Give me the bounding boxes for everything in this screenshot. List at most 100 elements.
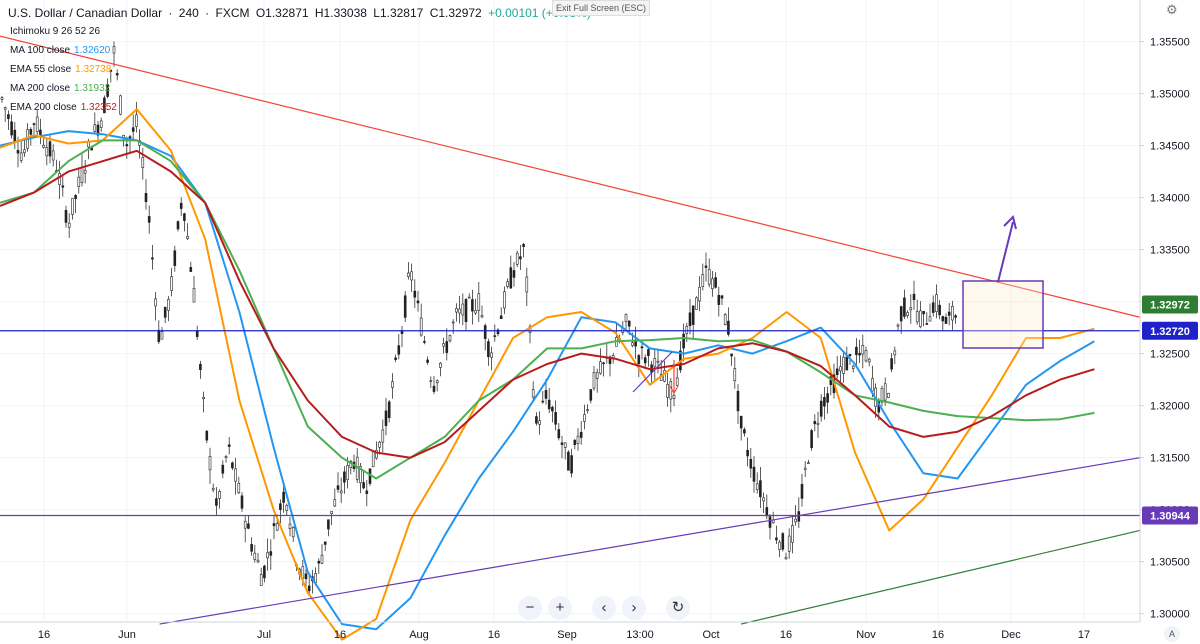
gear-icon[interactable]: ⚙	[1166, 2, 1178, 17]
time-tick-label: 17	[1078, 629, 1090, 641]
indicator-row[interactable]: MA 200 close 1.31932	[10, 83, 110, 94]
candle-body	[867, 358, 871, 363]
candle-body	[915, 311, 919, 323]
candle-body	[61, 185, 65, 188]
candle-body	[787, 535, 791, 552]
scroll-right-button[interactable]: ›	[622, 596, 646, 620]
candle-body	[432, 385, 436, 392]
candle-body	[896, 324, 900, 327]
candle-body	[362, 482, 365, 489]
candle-body	[87, 141, 90, 148]
indicator-row[interactable]: Ichimoku 9 26 52 26	[10, 26, 100, 37]
annotations	[0, 35, 1141, 625]
candle-body	[890, 358, 893, 370]
candle-body	[768, 516, 772, 528]
arrow-down-head	[669, 385, 679, 395]
candle-body	[266, 552, 269, 559]
candle-body	[208, 456, 212, 471]
chart-toolbar: − + ‹ › ↻	[518, 596, 690, 620]
candle-body	[759, 480, 762, 498]
candle-body	[871, 378, 874, 392]
candle-body	[749, 458, 753, 469]
reset-chart-button[interactable]: ↻	[666, 596, 690, 620]
candle-body	[442, 343, 445, 347]
candle-body	[259, 574, 263, 586]
candle-body	[675, 377, 679, 386]
candle-body	[803, 467, 807, 470]
candle-body	[243, 520, 247, 529]
ohlc-open: O1.32871	[255, 6, 309, 20]
candle-body	[183, 213, 186, 221]
candle-body	[224, 456, 228, 458]
trendline	[740, 529, 1141, 625]
candle-body	[221, 464, 225, 474]
candle-body	[256, 559, 260, 563]
candle-body	[656, 360, 660, 363]
candle-body	[861, 345, 865, 355]
candle-body	[525, 276, 529, 293]
ma-lines	[0, 108, 1095, 641]
candle-body	[688, 312, 692, 327]
candle-body	[762, 497, 765, 502]
indicator-row[interactable]: EMA 200 close 1.32352	[10, 102, 117, 113]
candle-body	[631, 342, 634, 346]
candle-body	[346, 465, 349, 481]
candle-body	[599, 361, 602, 374]
candle-body	[666, 384, 669, 398]
candle-body	[250, 543, 253, 552]
candle-body	[64, 210, 68, 223]
candle-body	[135, 114, 138, 127]
zoom-in-button[interactable]: +	[548, 596, 572, 620]
time-tick-label: Sep	[557, 629, 577, 641]
candle-body	[147, 216, 151, 223]
indicator-value: 1.31932	[74, 83, 111, 94]
candle-body	[189, 267, 193, 272]
candle-body	[487, 341, 490, 358]
zoom-out-button[interactable]: −	[518, 596, 542, 620]
candle-body	[339, 490, 343, 494]
candle-body	[279, 503, 282, 510]
candle-body	[906, 312, 909, 317]
candle-body	[29, 129, 33, 135]
candle-body	[880, 388, 884, 403]
candle-body	[893, 350, 897, 356]
candle-body	[813, 421, 817, 425]
candle-body	[691, 305, 695, 325]
candle-body	[752, 466, 756, 482]
trendline	[159, 457, 1141, 625]
chart-header: U.S. Dollar / Canadian Dollar · 240 · FX…	[8, 6, 594, 20]
candle-body	[736, 390, 740, 412]
indicator-row[interactable]: MA 100 close 1.32620	[10, 45, 110, 56]
scroll-left-button[interactable]: ‹	[592, 596, 616, 620]
candle-body	[951, 306, 954, 321]
candle-body	[576, 435, 580, 444]
exit-fullscreen-button[interactable]: Exit Full Screen (ESC)	[552, 0, 650, 16]
candle-body	[883, 383, 887, 401]
candle-body	[227, 444, 231, 447]
candle-body	[375, 450, 378, 459]
price-tick-label: 1.35000	[1150, 89, 1190, 101]
auto-scale-button[interactable]: A	[1164, 626, 1180, 642]
candle-body	[333, 499, 337, 507]
candle-body	[80, 166, 84, 183]
candle-body	[192, 288, 196, 303]
time-axis: 16 Jun Jul 16 Aug 16 Sep 13:00 Oct 16 Nov 16 Dec 17	[0, 621, 1140, 641]
timeframe[interactable]: 240	[178, 6, 199, 20]
candle-body	[112, 46, 116, 54]
indicator-row[interactable]: EMA 55 close 1.32738	[10, 64, 111, 75]
candle-body	[237, 482, 241, 494]
candle-body	[912, 293, 916, 300]
candle-body	[215, 498, 218, 506]
price-label: 1.30944	[1150, 510, 1191, 522]
arrow-up-line	[997, 221, 1014, 283]
separator: ·	[205, 6, 210, 20]
candle-body	[922, 311, 925, 315]
price-axis: 1.355001.350001.345001.340001.335001.330…	[1139, 0, 1200, 644]
candle-body	[391, 381, 394, 388]
candle-body	[173, 250, 177, 266]
ohlc-low: L1.32817	[373, 6, 424, 20]
candle-body	[282, 491, 285, 503]
price-tick-label: 1.35500	[1150, 37, 1190, 49]
candle-body	[755, 483, 759, 490]
